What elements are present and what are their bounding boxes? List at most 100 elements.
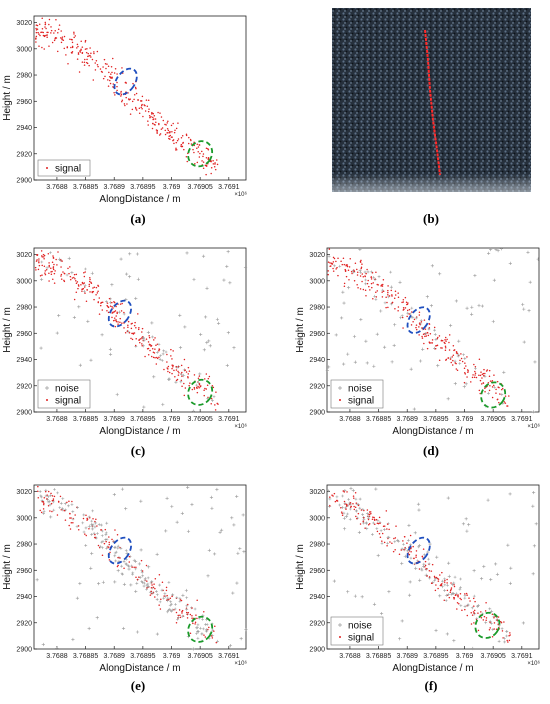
signal-point — [474, 600, 476, 603]
track-noise-point — [126, 564, 130, 567]
y-tick-label: 2980 — [16, 305, 32, 312]
noise-point — [495, 572, 500, 576]
signal-point — [177, 614, 179, 617]
signal-point — [112, 307, 114, 309]
track-noise-point — [373, 278, 377, 282]
signal-point — [175, 622, 178, 624]
signal-point — [158, 123, 160, 126]
signal-point — [93, 298, 95, 301]
signal-point — [151, 584, 153, 586]
signal-point — [40, 31, 42, 34]
noise-point — [400, 561, 404, 566]
noise-points — [325, 247, 540, 414]
signal-point — [116, 312, 118, 315]
signal-point — [46, 498, 48, 500]
legend-signal-marker — [46, 167, 48, 169]
signal-point — [438, 359, 441, 362]
signal-point — [472, 374, 474, 376]
legend-box — [330, 379, 384, 409]
signal-point — [473, 363, 475, 366]
signal-point — [367, 518, 370, 521]
track-noise-point — [142, 581, 146, 585]
signal-point — [109, 76, 112, 78]
noise-point — [364, 339, 368, 343]
signal-point — [449, 591, 452, 593]
signal-point — [212, 160, 214, 162]
signal-point — [385, 296, 387, 299]
signal-point — [43, 254, 46, 257]
signal-point — [60, 275, 62, 277]
signal-point — [181, 610, 183, 613]
signal-point — [201, 150, 203, 153]
y-tick-label: 2900 — [16, 647, 32, 654]
noise-point — [332, 579, 336, 583]
signal-point — [331, 494, 333, 496]
signal-point — [84, 48, 87, 50]
signal-points — [327, 248, 510, 407]
noise-point — [351, 488, 355, 493]
signal-point — [344, 270, 347, 272]
noise-point — [509, 566, 513, 570]
signal-point — [205, 388, 208, 390]
track-noise-point — [151, 335, 154, 339]
signal-point — [195, 614, 197, 616]
x-tick-label: 3.7689 — [104, 416, 126, 423]
signal-point — [154, 577, 157, 580]
signal-point — [453, 585, 456, 588]
signal-point — [152, 116, 154, 119]
signal-point — [64, 519, 67, 521]
signal-point — [431, 563, 434, 566]
signal-point — [337, 257, 339, 259]
signal-point — [170, 348, 172, 351]
signal-point — [412, 320, 414, 323]
noise-point — [372, 364, 376, 368]
signal-point — [375, 518, 378, 521]
x-tick-label: 3.7691 — [511, 653, 533, 660]
signal-point — [89, 291, 91, 293]
signal-point — [107, 79, 109, 81]
track-noise-point — [488, 607, 492, 611]
noise-point — [446, 561, 451, 565]
track-noise-point — [59, 501, 63, 505]
track-noise-point — [446, 583, 449, 587]
track-noise-point — [105, 546, 108, 550]
noise-point — [72, 315, 77, 320]
track-noise-point — [166, 599, 170, 603]
signal-point — [50, 26, 52, 28]
noise-point — [244, 628, 248, 632]
signal-point — [180, 364, 183, 367]
track-noise-point — [82, 289, 86, 293]
signal-point — [464, 373, 467, 375]
signal-point — [47, 253, 50, 255]
signal-point — [139, 338, 142, 340]
signal-point — [474, 365, 477, 368]
noise-point — [414, 566, 418, 570]
track-noise-point — [165, 610, 169, 614]
signal-point — [436, 344, 438, 347]
signal-point — [189, 382, 191, 384]
signal-point — [329, 504, 331, 507]
track-noise-point — [326, 489, 330, 493]
y-tick-label: 3020 — [309, 252, 325, 259]
track-noise-point — [155, 350, 159, 354]
signal-point — [117, 323, 119, 325]
signal-point — [158, 134, 161, 136]
signal-point — [428, 570, 431, 572]
track-noise-point — [143, 576, 147, 580]
signal-point — [152, 113, 155, 115]
signal-point — [82, 287, 85, 290]
noise-point — [87, 626, 91, 631]
signal-point — [434, 576, 436, 579]
signal-point — [109, 82, 112, 85]
signal-point — [448, 596, 451, 599]
noise-point — [461, 522, 466, 526]
signal-point — [464, 593, 466, 595]
signal-point — [166, 353, 168, 356]
signal-point — [134, 321, 136, 324]
track-noise-point — [141, 581, 145, 585]
signal-point — [48, 45, 50, 47]
noise-point — [243, 266, 248, 270]
legend-signal-marker — [46, 399, 48, 401]
signal-point — [356, 274, 359, 276]
noise-point — [78, 581, 82, 586]
